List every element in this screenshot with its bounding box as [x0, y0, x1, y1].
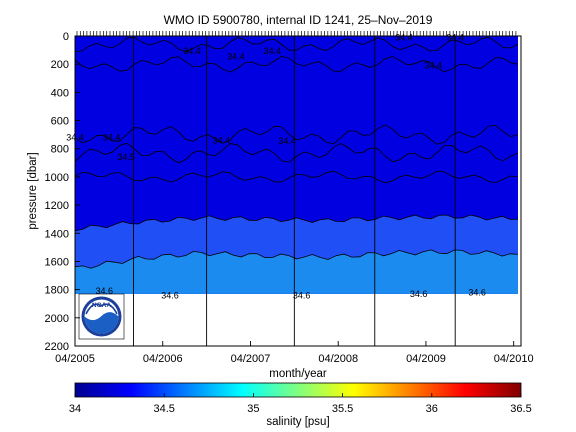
contour-label: 34.6	[95, 286, 113, 296]
contour-label: 34.4	[446, 32, 464, 42]
y-tick-label: 1800	[45, 285, 69, 297]
colorbar-tick-label: 34	[69, 403, 81, 415]
contour-line	[74, 55, 519, 73]
x-tick-label: 04/2005	[55, 353, 95, 365]
contour-label: 34.4	[227, 51, 245, 61]
contour-label: 34.4	[103, 132, 121, 142]
contour-label: 34.4	[278, 136, 296, 146]
contour-labels: 34.4 34.4 34.4 34.4 34.4 34.4 34.5 34.4 34.4 34.4…	[66, 32, 486, 300]
x-axis: 04/2005 04/2006 04/2007 04/2008 04/2009 04/20…	[55, 341, 534, 365]
y-tick-label: 2200	[45, 341, 69, 353]
y-tick-label: 1000	[45, 172, 69, 184]
colorbar-tick-label: 34.5	[153, 403, 174, 415]
contour-label: 34.4	[424, 61, 442, 71]
y-tick-label: 1400	[45, 228, 69, 240]
colorbar-tick-label: 35.5	[332, 403, 353, 415]
y-tick-label: 1200	[45, 200, 69, 212]
y-tick-label: 600	[51, 116, 69, 128]
contour-label: 34.6	[410, 289, 428, 299]
contour-lines	[74, 36, 519, 269]
top-profile-ticks	[76, 31, 517, 36]
y-axis: 0 200 400 600 800 1000 1200 1400 1600 1800 2000 220…	[45, 31, 80, 353]
plot-area: 34.4 34.4 34.4 34.4 34.4 34.4 34.5 34.4 34.4 34.4…	[66, 31, 522, 347]
y-axis-title: pressure [dbar]	[27, 152, 39, 229]
contour-label: 34.4	[264, 46, 282, 56]
contour-label: 34.5	[117, 152, 135, 162]
colorbar-tick-label: 35	[247, 403, 259, 415]
colorbar: 34 34.5 35 35.5 36 36.5	[69, 382, 532, 415]
x-tick-label: 04/2007	[231, 353, 271, 365]
colorbar-tick-label: 36	[426, 403, 438, 415]
salinity-layers	[75, 36, 518, 294]
y-tick-label: 400	[51, 87, 69, 99]
contour-label: 34.6	[468, 287, 486, 297]
contour-line	[74, 170, 519, 184]
contour-label: 34.4	[395, 32, 413, 42]
colorbar-title: salinity [psu]	[266, 416, 329, 428]
y-tick-label: 800	[51, 144, 69, 156]
y-tick-label: 200	[51, 59, 69, 71]
contour-label: 34.6	[161, 290, 179, 300]
x-tick-label: 04/2010	[494, 353, 534, 365]
contour-label: 34.6	[293, 290, 311, 300]
contour-line	[74, 142, 519, 164]
x-tick-label: 04/2006	[143, 353, 183, 365]
y-tick-label: 0	[63, 31, 69, 43]
contour-line	[74, 214, 519, 232]
colorbar-ticks: 34 34.5 35 35.5 36 36.5	[69, 393, 532, 415]
contour-line	[74, 249, 519, 269]
x-axis-title: month/year	[269, 368, 327, 380]
profile-gap-lines	[133, 36, 456, 346]
contour-line	[74, 36, 519, 53]
contour-line	[74, 124, 519, 145]
y-tick-label: 1600	[45, 256, 69, 268]
colorbar-gradient	[74, 382, 522, 398]
x-tick-label: 04/2008	[318, 353, 358, 365]
contour-label: 34.4	[183, 46, 201, 56]
noaa-logo: NOAA	[78, 293, 125, 340]
x-tick-label: 04/2009	[406, 353, 446, 365]
colorbar-tick-label: 36.5	[510, 403, 531, 415]
chart-title: WMO ID 5900780, internal ID 1241, 25–Nov…	[164, 13, 433, 27]
svg-text:NOAA: NOAA	[92, 302, 111, 309]
y-tick-label: 2000	[45, 313, 69, 325]
salinity-layer-deep	[75, 249, 518, 294]
contour-label: 34.4	[212, 135, 230, 145]
